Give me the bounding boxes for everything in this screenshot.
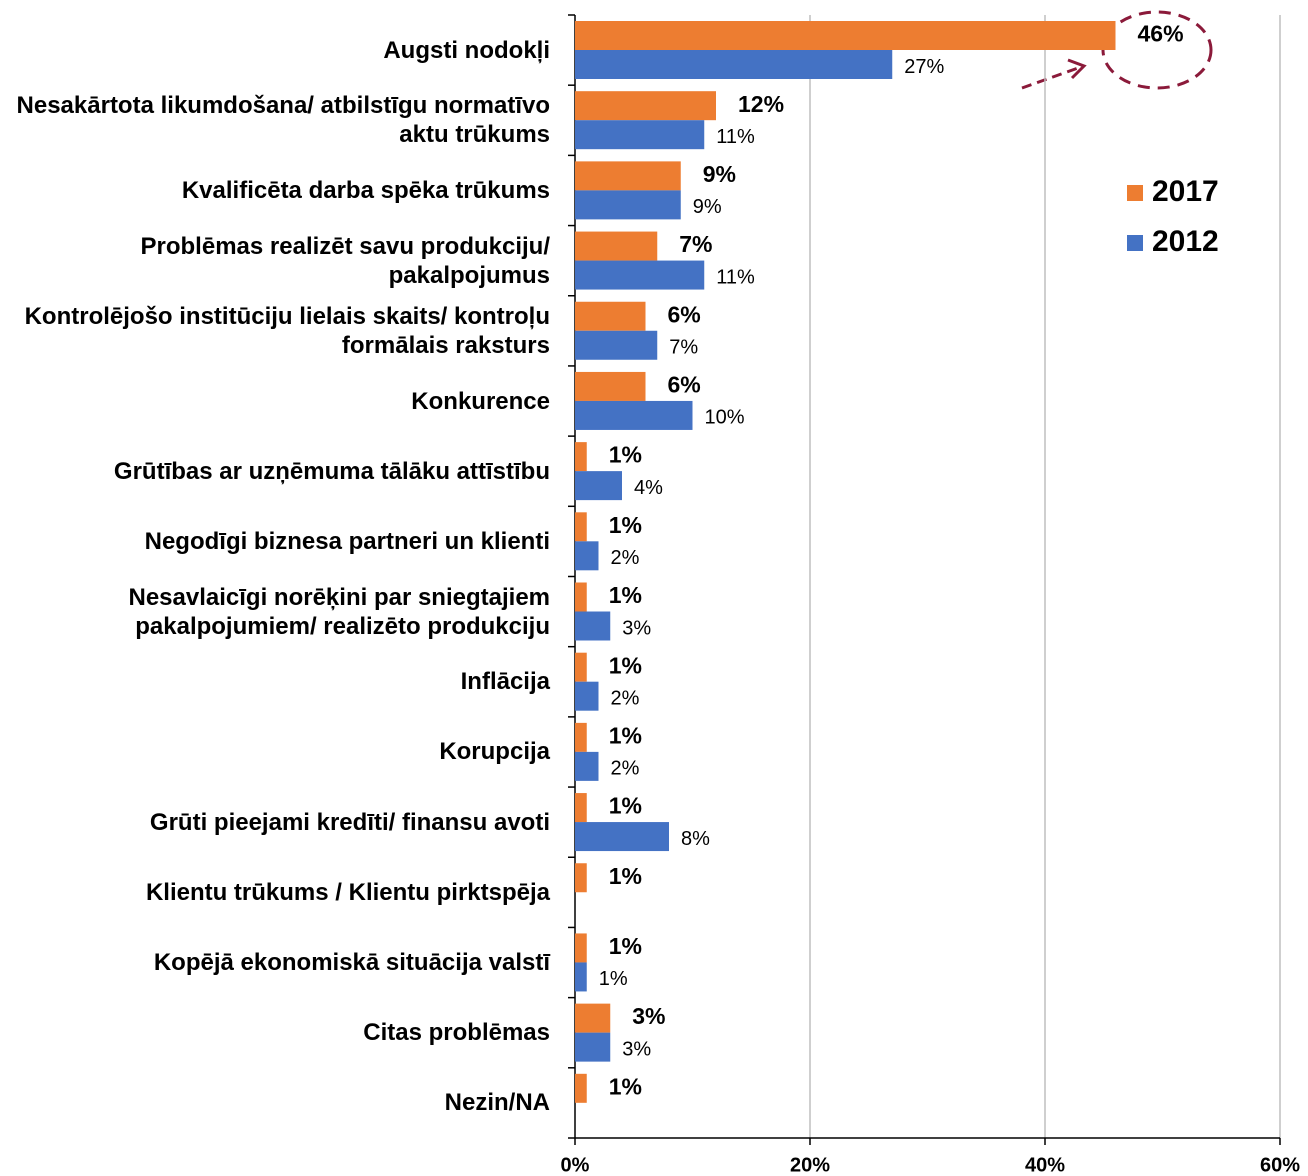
page: 0%20%40%60%2017201246%27%12%11%9%9%7%11%… [0, 0, 1308, 1176]
data-label: 4% [634, 477, 663, 499]
data-label: 1% [609, 582, 642, 608]
category-label: Citas problēmas [0, 998, 550, 1068]
data-label: 6% [668, 372, 701, 398]
bar [575, 512, 587, 541]
data-label: 27% [904, 56, 944, 78]
data-label: 1% [609, 933, 642, 959]
category-label: Nezin/NA [0, 1068, 550, 1138]
data-label: 6% [668, 301, 701, 327]
category-label: Negodīgi biznesa partneri un klienti [0, 506, 550, 576]
bar [575, 793, 587, 822]
category-label: Problēmas realizēt savu produkciju/ paka… [0, 226, 550, 296]
x-tick-label: 40% [1025, 1154, 1065, 1176]
category-label: Korupcija [0, 717, 550, 787]
data-label: 3% [632, 1003, 665, 1029]
bar [575, 653, 587, 682]
data-label: 1% [609, 1073, 642, 1099]
bar [575, 1004, 610, 1033]
data-label: 2% [611, 687, 640, 709]
bar [575, 612, 610, 641]
bar [575, 50, 892, 79]
bar [575, 822, 669, 851]
category-label: Augsti nodokļi [0, 15, 550, 85]
category-label: Grūtības ar uzņēmuma tālāku attīstību [0, 436, 550, 506]
bar [575, 161, 681, 190]
data-label: 1% [599, 968, 628, 990]
annotation-arrow [1022, 68, 1078, 88]
x-tick-label: 60% [1260, 1154, 1300, 1176]
data-label: 8% [681, 828, 710, 850]
category-label: Kvalificēta darba spēka trūkums [0, 155, 550, 225]
data-label: 11% [716, 126, 755, 148]
bar [575, 1074, 587, 1103]
bar [575, 261, 704, 290]
category-label: Nesakārtota likumdošana/ atbilstīgu norm… [0, 85, 550, 155]
data-label: 10% [705, 407, 745, 429]
x-tick-label: 20% [790, 1154, 830, 1176]
legend-label: 2012 [1152, 225, 1219, 258]
category-label: Konkurence [0, 366, 550, 436]
data-label: 1% [609, 793, 642, 819]
bar [575, 471, 622, 500]
data-label: 7% [669, 337, 698, 359]
data-label: 11% [716, 266, 755, 288]
category-label: Inflācija [0, 647, 550, 717]
data-label: 3% [622, 617, 651, 639]
data-label: 12% [738, 91, 784, 117]
data-label: 2% [611, 758, 640, 780]
data-label: 46% [1138, 21, 1184, 47]
data-label: 7% [679, 231, 712, 257]
bar [575, 120, 704, 149]
data-label: 1% [609, 722, 642, 748]
bar [575, 190, 681, 219]
category-label: Klientu trūkums / Klientu pirktspēja [0, 857, 550, 927]
legend-swatch [1127, 185, 1143, 201]
data-label: 1% [609, 652, 642, 678]
bar [575, 583, 587, 612]
bar [575, 682, 599, 711]
data-label: 2% [611, 547, 640, 569]
data-label: 1% [609, 442, 642, 468]
bar [575, 331, 657, 360]
legend-swatch [1127, 235, 1143, 251]
bar [575, 91, 716, 120]
data-label: 1% [609, 863, 642, 889]
category-label: Grūti pieejami kredīti/ finansu avoti [0, 787, 550, 857]
bar [575, 933, 587, 962]
category-label: Kopējā ekonomiskā situācija valstī [0, 927, 550, 997]
data-label: 1% [609, 512, 642, 538]
data-label: 3% [622, 1038, 651, 1060]
bar [575, 752, 599, 781]
bar [575, 21, 1116, 50]
bar [575, 302, 646, 331]
x-tick-label: 0% [561, 1154, 590, 1176]
bar [575, 962, 587, 991]
bar [575, 541, 599, 570]
bar [575, 372, 646, 401]
legend-label: 2017 [1152, 175, 1219, 208]
category-label: Nesavlaicīgi norēķini par sniegtajiem pa… [0, 577, 550, 647]
category-label: Kontrolējošo institūciju lielais skaits/… [0, 296, 550, 366]
bar [575, 232, 657, 261]
bar [575, 401, 693, 430]
data-label: 9% [703, 161, 736, 187]
data-label: 9% [693, 196, 722, 218]
bar [575, 863, 587, 892]
bar [575, 442, 587, 471]
bar [575, 723, 587, 752]
bar [575, 1033, 610, 1062]
